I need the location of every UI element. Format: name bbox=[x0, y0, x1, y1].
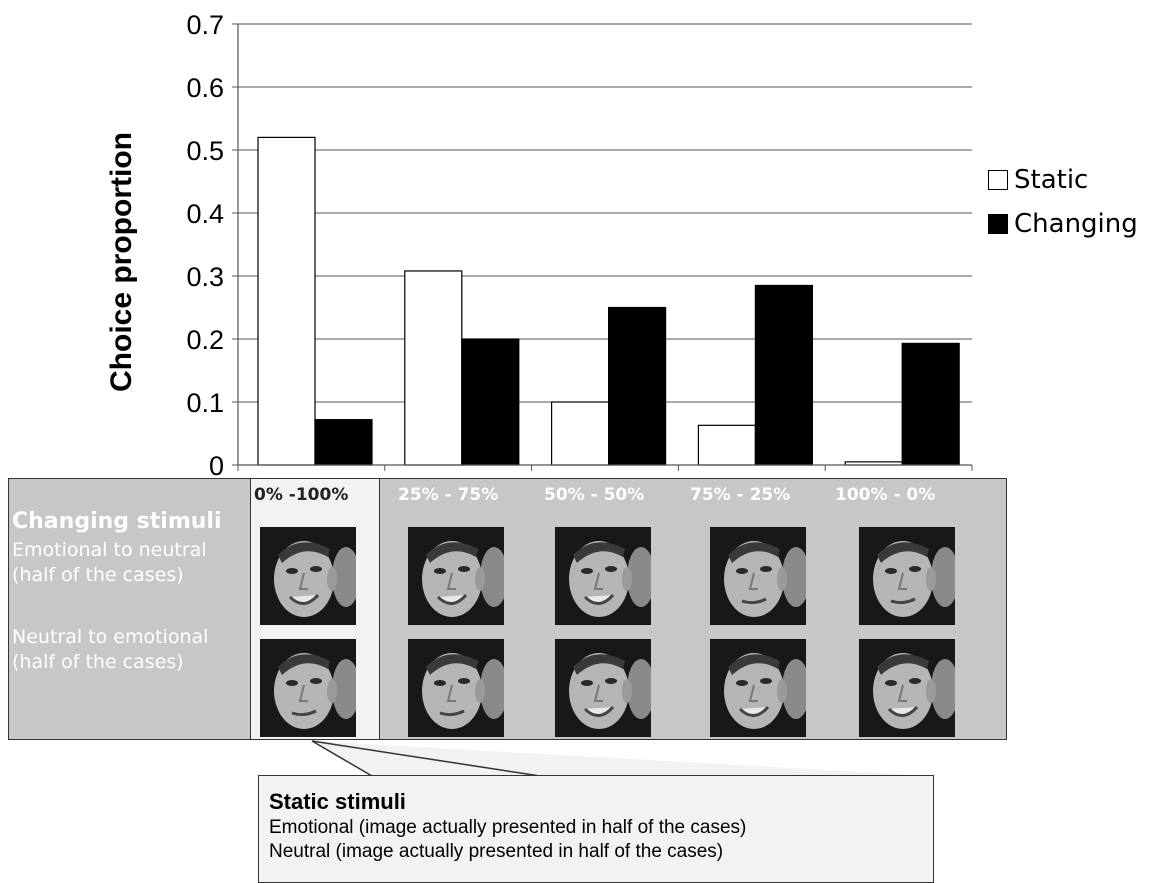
bar-changing-4 bbox=[754, 284, 814, 466]
y-tick-label: 0.1 bbox=[186, 388, 224, 418]
y-tick-label: 0.2 bbox=[186, 325, 224, 355]
category-label-3: 50% - 50% bbox=[544, 485, 645, 505]
bar-static-2 bbox=[404, 270, 463, 466]
bar-changing-2 bbox=[461, 338, 520, 466]
row-labels: Changing stimuli Emotional to neutral (h… bbox=[12, 508, 222, 675]
bar-chart: 0 0.1 0.2 0.3 0.4 0.5 0.6 0.7 bbox=[186, 10, 973, 480]
face-image bbox=[710, 527, 806, 625]
callout-line-2: Neutral (image actually presented in hal… bbox=[269, 841, 724, 862]
y-tick-label: 0 bbox=[209, 451, 224, 480]
legend-item-static: Static bbox=[988, 158, 1138, 202]
category-label-4: 75% - 25% bbox=[690, 485, 791, 505]
legend-swatch-changing bbox=[988, 214, 1008, 234]
row1-line1: Emotional to neutral bbox=[12, 539, 207, 561]
face-image bbox=[260, 639, 356, 737]
changing-stimuli-title: Changing stimuli bbox=[12, 509, 222, 534]
row1-line2: (half of the cases) bbox=[12, 564, 184, 586]
legend-label-static: Static bbox=[1014, 165, 1089, 195]
y-tick-label: 0.3 bbox=[186, 262, 224, 292]
face-image bbox=[859, 639, 955, 737]
category-label-5: 100% - 0% bbox=[835, 485, 936, 505]
bar-static-3 bbox=[550, 401, 610, 466]
callout-line-1: Emotional (image actually presented in h… bbox=[269, 817, 747, 838]
legend: Static Changing bbox=[988, 158, 1138, 246]
y-tick-label: 0.4 bbox=[186, 199, 224, 229]
y-tick-label: 0.5 bbox=[186, 136, 224, 166]
legend-item-changing: Changing bbox=[988, 202, 1138, 246]
category-label-1: 0% -100% bbox=[254, 485, 349, 505]
bar-changing-3 bbox=[607, 306, 667, 466]
row2-line2: (half of the cases) bbox=[12, 651, 184, 673]
face-image bbox=[859, 527, 955, 625]
bar-changing-1 bbox=[314, 419, 373, 466]
face-image bbox=[408, 527, 504, 625]
face-image bbox=[260, 527, 356, 625]
row2-line1: Neutral to emotional bbox=[12, 626, 209, 648]
y-tick-label: 0.6 bbox=[186, 73, 224, 103]
grid-lines bbox=[238, 23, 972, 403]
callout-title: Static stimuli bbox=[269, 789, 406, 814]
bars bbox=[257, 136, 960, 466]
legend-swatch-static bbox=[988, 170, 1008, 190]
stimuli-panel bbox=[8, 478, 1007, 740]
axes bbox=[232, 23, 973, 471]
y-tick-labels: 0 0.1 0.2 0.3 0.4 0.5 0.6 0.7 bbox=[186, 10, 224, 480]
face-image bbox=[710, 639, 806, 737]
category-label-2: 25% - 75% bbox=[398, 485, 499, 505]
legend-label-changing: Changing bbox=[1014, 209, 1138, 239]
bar-static-1 bbox=[257, 136, 316, 466]
face-image bbox=[408, 639, 504, 737]
static-stimuli-callout: Static stimuli Emotional (image actually… bbox=[258, 775, 934, 883]
y-tick-label: 0.7 bbox=[186, 10, 224, 40]
face-image bbox=[555, 527, 651, 625]
face-image bbox=[555, 639, 651, 737]
